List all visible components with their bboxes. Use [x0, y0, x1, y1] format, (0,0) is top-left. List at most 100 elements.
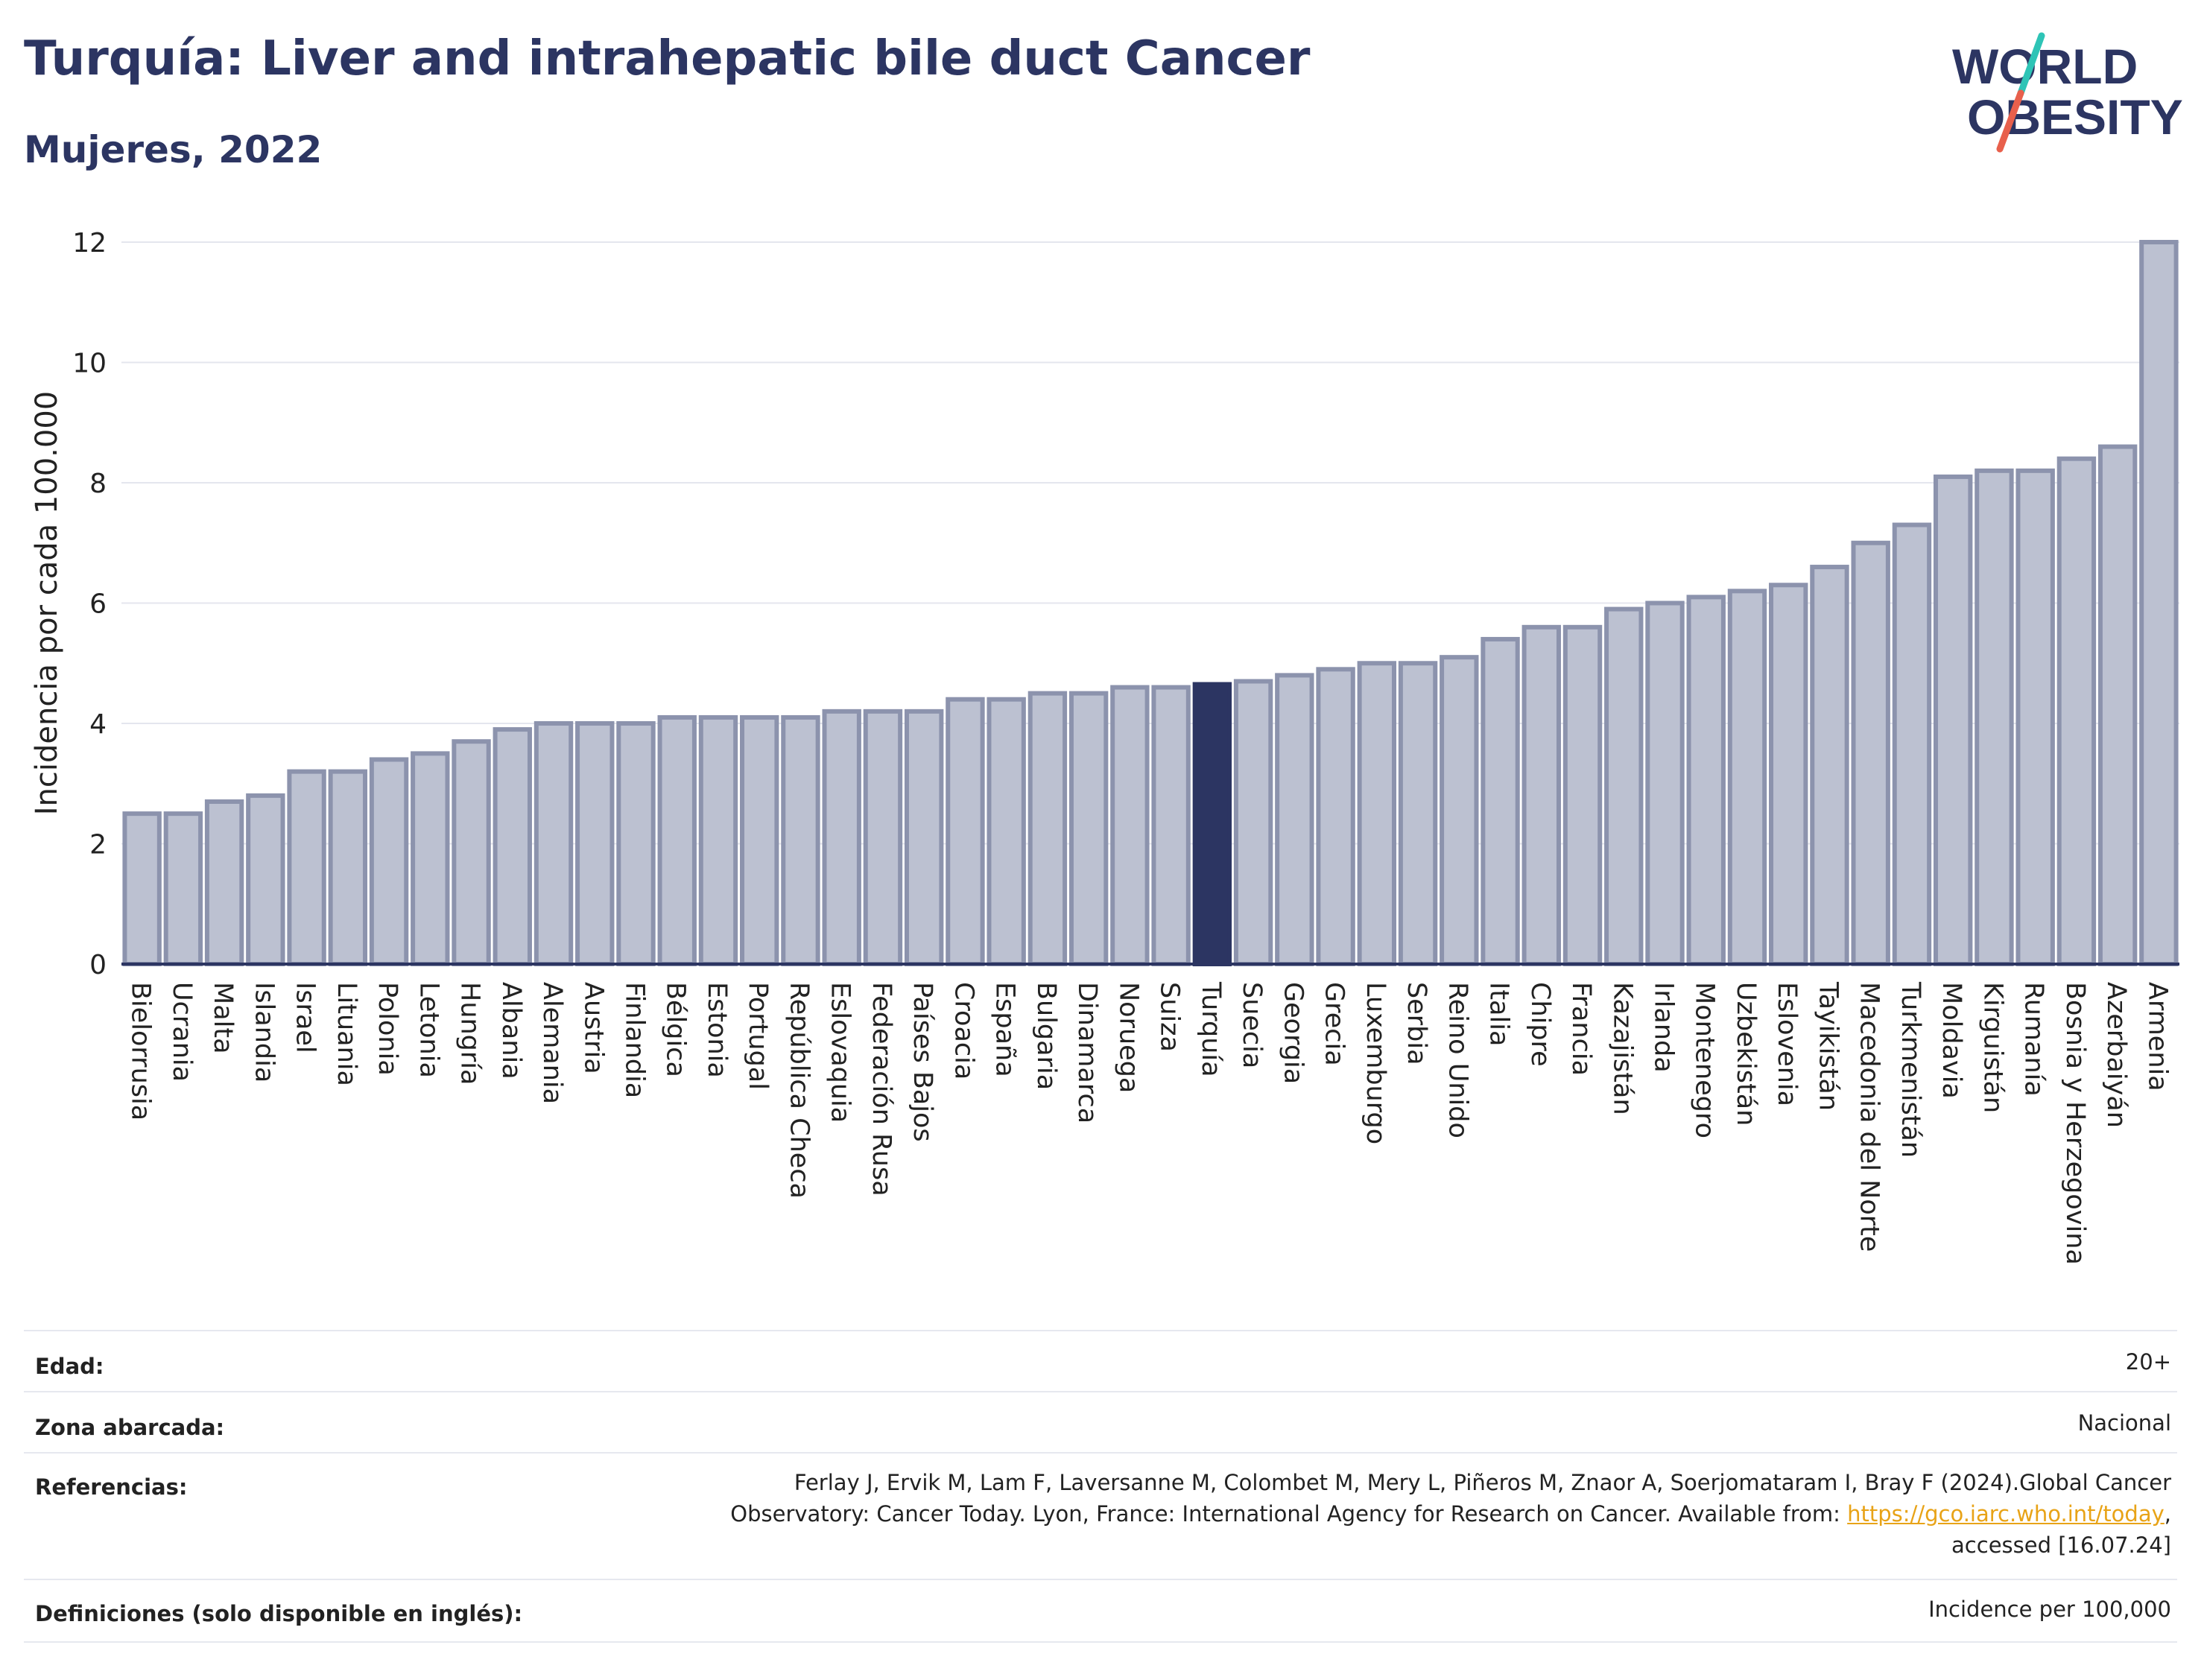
y-tick-label: 0	[89, 950, 107, 980]
bar-estonia[interactable]	[698, 714, 738, 966]
bar-tayikistán[interactable]	[1810, 565, 1849, 966]
bar-kirguistán[interactable]	[1975, 468, 2014, 966]
x-tick-label: Noruega	[1113, 982, 1143, 1093]
bar-eslovenia[interactable]	[1769, 583, 1808, 967]
y-tick-label: 2	[89, 830, 107, 860]
bar-francia[interactable]	[1562, 624, 1603, 966]
x-tick-label: Luxemburgo	[1361, 982, 1390, 1144]
bar-reino-unido[interactable]	[1440, 655, 1479, 966]
bar-alemania[interactable]	[533, 721, 574, 966]
x-tick-label: Montenegro	[1690, 982, 1720, 1138]
logo-slash-bottom	[1996, 89, 2024, 153]
bar-grecia[interactable]	[1316, 667, 1355, 966]
bar-turquía[interactable]	[1192, 682, 1232, 966]
bar-ucrania[interactable]	[163, 811, 203, 966]
x-tick-label: Irlanda	[1649, 982, 1679, 1073]
bar-albania[interactable]	[493, 727, 532, 966]
x-tick-label: Portugal	[743, 982, 773, 1090]
x-tick-label: Georgia	[1278, 982, 1308, 1084]
y-tick-label: 12	[72, 228, 107, 259]
bar-finlandia[interactable]	[616, 721, 656, 966]
y-axis-label: Incidencia por cada 100.000	[30, 391, 64, 816]
x-tick-label: Lituania	[332, 982, 361, 1086]
bar-islandia[interactable]	[246, 793, 285, 967]
x-tick-label: Kazajistán	[1607, 982, 1637, 1115]
x-tick-label: Azerbaiyán	[2101, 982, 2131, 1128]
bar-federación-rusa[interactable]	[863, 709, 903, 966]
bar-suecia[interactable]	[1233, 679, 1273, 966]
bar-armenia[interactable]	[2139, 240, 2179, 966]
bar-macedonia-del-norte[interactable]	[1851, 540, 1890, 966]
zona-value: Nacional	[2077, 1410, 2171, 1436]
x-tick-label: Bélgica	[661, 982, 691, 1077]
bar-italia[interactable]	[1481, 636, 1520, 966]
bar-noruega[interactable]	[1110, 685, 1150, 966]
x-tick-label: Macedonia del Norte	[1855, 982, 1884, 1252]
bar-moldavia[interactable]	[1933, 474, 1973, 966]
bar-serbia[interactable]	[1398, 661, 1438, 966]
meta-row-referencias: Referencias: Ferlay J, Ervik M, Lam F, L…	[24, 1452, 2177, 1580]
bar-eslovaquia[interactable]	[822, 709, 861, 966]
bar-españa[interactable]	[987, 697, 1026, 966]
bar-georgia[interactable]	[1275, 673, 1314, 967]
bar-montenegro[interactable]	[1686, 595, 1726, 966]
x-tick-label: España	[990, 982, 1020, 1077]
y-tick-label: 6	[89, 589, 107, 620]
bar-bielorrusia[interactable]	[122, 811, 162, 966]
bar-rumanía[interactable]	[2015, 468, 2055, 966]
bar-luxemburgo[interactable]	[1357, 661, 1397, 966]
x-tick-label: Rumanía	[2019, 982, 2049, 1097]
bar-bélgica[interactable]	[657, 714, 697, 966]
bar-malta[interactable]	[204, 799, 244, 966]
gco-link[interactable]: https://gco.iarc.who.int/today	[1847, 1501, 2165, 1527]
x-tick-label: Italia	[1484, 982, 1514, 1046]
ref-line-1: Ferlay J, Ervik M, Lam F, Laversanne M, …	[794, 1470, 2171, 1495]
bar-dinamarca[interactable]	[1068, 691, 1109, 966]
referencias-value: Ferlay J, Ervik M, Lam F, Laversanne M, …	[730, 1467, 2171, 1561]
x-tick-label: Uzbekistán	[1731, 982, 1761, 1126]
bar-kazajistán[interactable]	[1604, 606, 1644, 966]
bar-letonia[interactable]	[411, 751, 450, 966]
bar-bosnia-y-herzegovina[interactable]	[2056, 456, 2097, 966]
bar-irlanda[interactable]	[1645, 600, 1685, 966]
bar-polonia[interactable]	[369, 757, 409, 966]
x-tick-label: Ucrania	[167, 982, 197, 1082]
bar-israel[interactable]	[287, 769, 326, 966]
x-tick-label: Israel	[291, 982, 320, 1053]
x-tick-label: Armenia	[2142, 982, 2172, 1091]
x-tick-label: Eslovenia	[1772, 982, 1802, 1106]
meta-row-definiciones: Definiciones (solo disponible en inglés)…	[24, 1579, 2177, 1643]
x-tick-label: Turquía	[1196, 981, 1226, 1077]
bar-bulgaria[interactable]	[1027, 691, 1068, 966]
x-tick-label: Chipre	[1525, 982, 1555, 1067]
x-tick-label: Suecia	[1237, 982, 1267, 1068]
x-tick-label: Estonia	[702, 982, 732, 1078]
bar-portugal[interactable]	[740, 714, 779, 966]
bar-croacia[interactable]	[946, 697, 985, 966]
bar-turkmenistán[interactable]	[1892, 522, 1932, 966]
bar-república-checa[interactable]	[781, 714, 820, 966]
x-tick-label: Federación Rusa	[867, 982, 896, 1196]
x-tick-label: Bielorrusia	[126, 982, 156, 1120]
x-tick-label: Moldavia	[1937, 982, 1966, 1099]
x-tick-label: Reino Unido	[1443, 982, 1472, 1138]
bar-hungría[interactable]	[452, 739, 491, 966]
bar-lituania[interactable]	[328, 769, 368, 966]
bar-azerbaiyán[interactable]	[2097, 444, 2138, 966]
x-tick-label: Dinamarca	[1072, 982, 1102, 1123]
bar-chipre[interactable]	[1521, 624, 1561, 966]
bar-países-bajos[interactable]	[904, 709, 944, 966]
edad-value: 20+	[2125, 1349, 2171, 1375]
bar-austria[interactable]	[575, 721, 615, 966]
bar-suiza[interactable]	[1151, 685, 1191, 966]
bar-uzbekistán[interactable]	[1727, 589, 1767, 966]
chart-subtitle: Mujeres, 2022	[24, 128, 323, 171]
world-obesity-logo[interactable]: WORLD OBESITY	[1945, 30, 2191, 156]
ref-line-2: Observatory: Cancer Today. Lyon, France:…	[730, 1498, 2171, 1530]
y-tick-label: 8	[89, 469, 107, 499]
x-tick-label: Hungría	[455, 982, 485, 1085]
x-tick-label: Polonia	[373, 982, 402, 1076]
ref-line-2-end: ,	[2164, 1501, 2171, 1527]
meta-row-edad: Edad: 20+	[24, 1330, 2177, 1392]
x-tick-label: Países Bajos	[908, 982, 937, 1142]
